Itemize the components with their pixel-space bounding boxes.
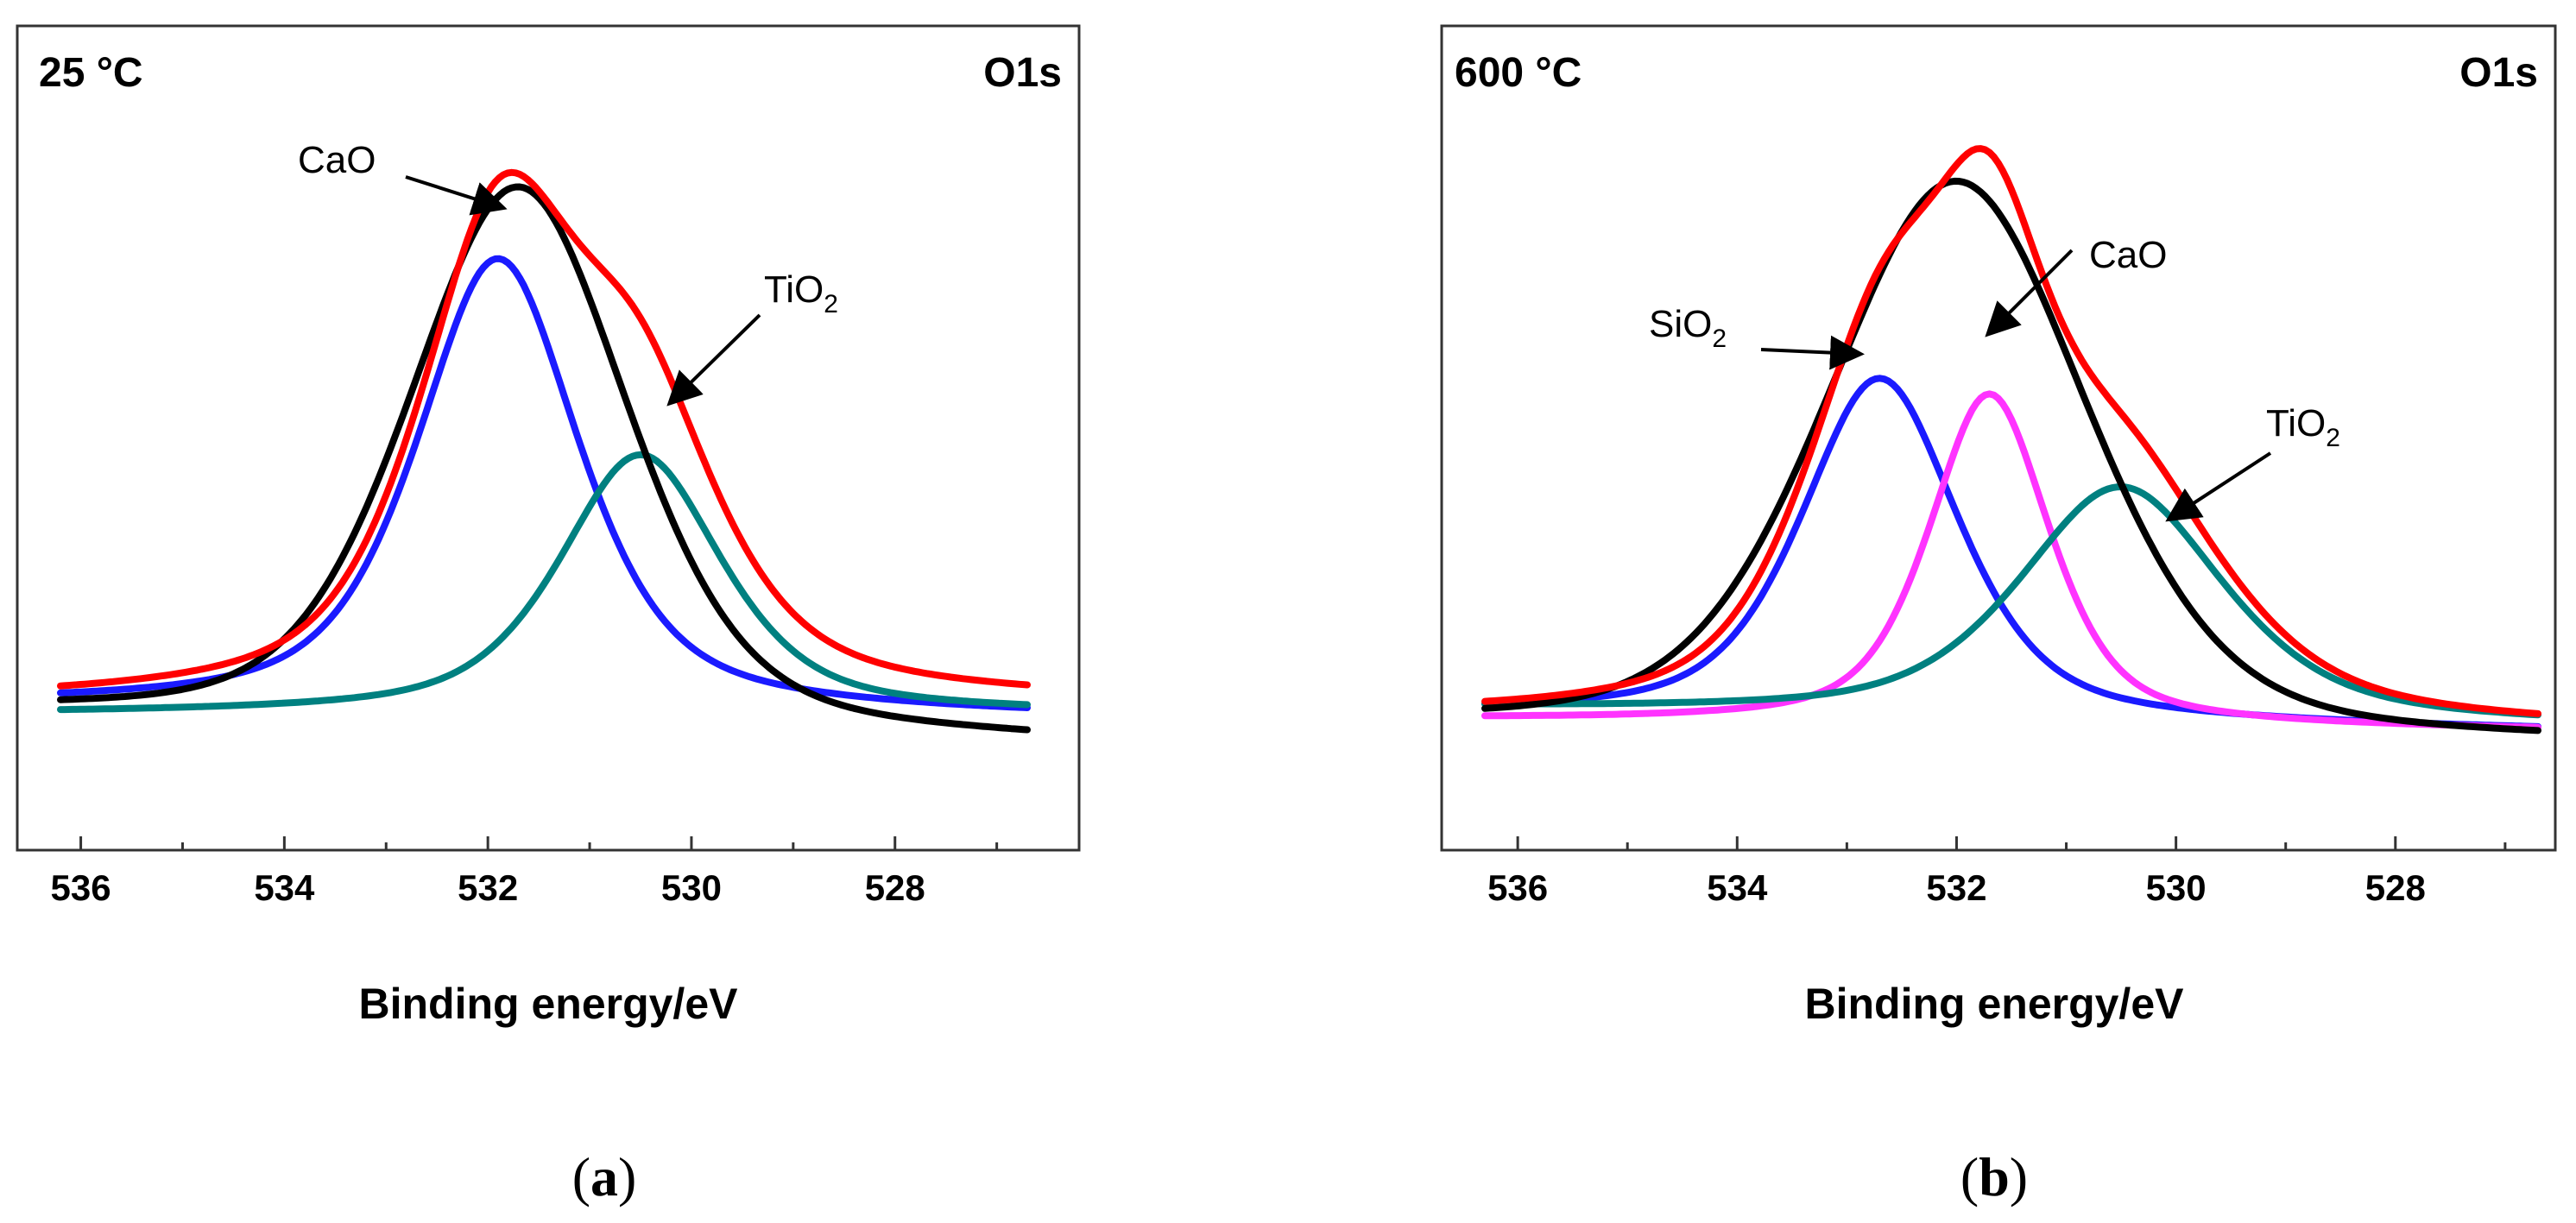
panel-letter: a [590,1146,618,1207]
peak-label-tio2: TiO2 [764,268,838,318]
x-axis-ticks: 536 534 532 530 528 [51,836,999,908]
series-layer [1481,145,2541,734]
region-label: O1s [2459,50,2538,96]
annotation-cao: CaO [298,139,508,216]
plot-frame [16,24,1081,852]
x-axis-title: Binding energy/eV [359,980,739,1028]
peak-label-subscript: 2 [1712,325,1727,353]
x-tick-label: 534 [254,867,315,908]
peak-label-text: TiO [764,268,824,311]
annotation-cao: CaO [1985,234,2167,337]
x-tick-label: 528 [865,867,925,908]
peak-label-text: SiO [1649,303,1712,345]
temperature-label: 600 °C [1455,50,1582,96]
x-tick-label: 528 [2365,867,2426,908]
peak-label-text: TiO [2266,402,2326,444]
annotation-tio2: TiO2 [666,268,838,407]
annotation-arrow [666,313,761,407]
series-line-tio2 [1481,483,2541,719]
annotation-arrow [405,175,508,216]
series-line-tio2 [57,451,1031,714]
annotation-tio2: TiO2 [2165,402,2340,522]
annotation-sio2: SiO2 [1649,303,1865,370]
chart-panel-b: 600 °C O1s 536 534 532 530 528 SiO2 CaO TiO2… [1440,24,2557,1207]
panel-label-b: (b) [1960,1146,2028,1207]
peak-label-sio2: SiO2 [1649,303,1727,353]
annotation-arrow [1985,249,2074,337]
series-line-cao [1481,390,2541,731]
annotation-arrow [1760,335,1865,370]
panel-label-a: (a) [572,1146,637,1207]
series-line-measured [1481,177,2541,734]
series-line-fit-envelope [1481,145,2541,717]
x-tick-label: 532 [458,867,518,908]
x-tick-label: 530 [2146,867,2207,908]
plot-frame [1440,24,2557,852]
region-label: O1s [983,50,1062,96]
peak-label-cao: CaO [298,139,376,181]
x-tick-label: 530 [661,867,722,908]
x-tick-label: 536 [1487,867,1548,908]
x-axis-ticks: 536 534 532 530 528 [1487,836,2507,908]
series-layer [57,168,1031,734]
x-tick-label: 536 [51,867,111,908]
x-axis-title: Binding energy/eV [1805,980,2185,1028]
chart-panel-a: 25 °C O1s 536 534 532 530 528 CaO TiO2 Bindi… [16,24,1081,1207]
peak-label-tio2: TiO2 [2266,402,2340,452]
series-line-cao [57,255,1031,711]
x-tick-label: 534 [1707,867,1768,908]
peak-label-cao: CaO [2089,234,2167,276]
peak-label-subscript: 2 [2326,424,2340,452]
panel-letter: b [1979,1146,2010,1207]
x-tick-label: 532 [1926,867,1986,908]
peak-label-subscript: 2 [824,290,838,318]
series-line-measured [57,183,1031,734]
temperature-label: 25 °C [39,50,143,96]
annotation-arrow [2165,451,2272,522]
series-line-fit-envelope [57,168,1031,690]
